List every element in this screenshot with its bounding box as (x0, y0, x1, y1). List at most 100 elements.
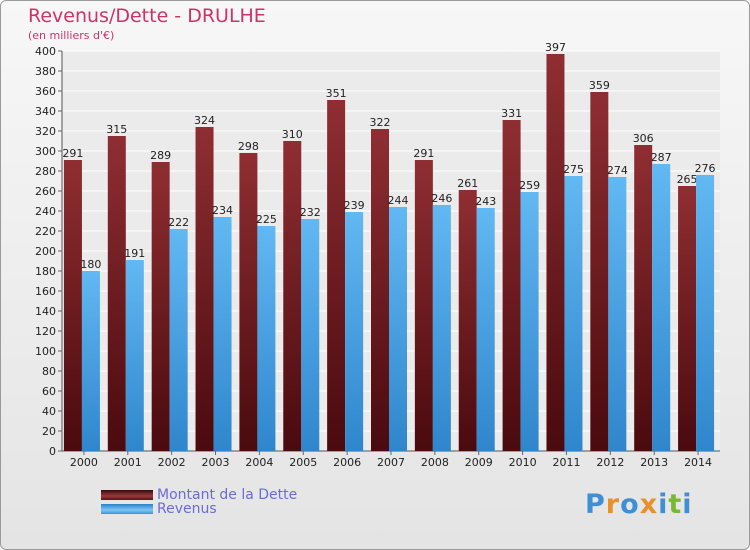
data-label-revenue-2000: 180 (80, 258, 101, 271)
data-label-debt-2011: 397 (545, 41, 566, 54)
data-label-revenue-2013: 287 (651, 151, 672, 164)
y-tick-label: 160 (35, 285, 56, 298)
bar-debt-2006 (327, 100, 346, 451)
y-tick-label: 20 (42, 425, 56, 438)
legend-swatch-revenue (101, 504, 153, 514)
y-tick-label: 40 (42, 405, 56, 418)
logo-letter: r (605, 489, 621, 520)
x-tick-label: 2000 (70, 456, 98, 469)
chart-subtitle: (en milliers d'€) (28, 29, 115, 42)
y-tick-label: 280 (35, 165, 56, 178)
bar-revenue-2012 (608, 177, 627, 451)
logo-letter: t (668, 489, 683, 520)
y-tick-label: 0 (49, 445, 56, 458)
bar-debt-2007 (371, 129, 389, 451)
data-label-revenue-2003: 234 (212, 204, 233, 217)
data-label-revenue-2004: 225 (256, 213, 277, 226)
x-tick-label: 2006 (333, 456, 361, 469)
proxiti-logo[interactable]: Proxiti (585, 489, 693, 520)
data-label-revenue-2009: 243 (475, 195, 496, 208)
data-label-revenue-2012: 274 (607, 164, 628, 177)
bar-revenue-2002 (169, 229, 188, 451)
data-label-debt-2012: 359 (589, 79, 610, 92)
bar-debt-2005 (283, 141, 302, 451)
bar-debt-2014 (678, 186, 697, 451)
y-tick-label: 300 (35, 145, 56, 158)
bar-debt-2001 (107, 136, 126, 451)
data-label-revenue-2005: 232 (300, 206, 321, 219)
x-tick-label: 2002 (158, 456, 186, 469)
bar-debt-2004 (239, 153, 258, 451)
bar-debt-2010 (502, 120, 521, 451)
bar-revenue-2010 (520, 192, 539, 451)
y-tick-label: 180 (35, 265, 56, 278)
y-tick-label: 320 (35, 125, 56, 138)
data-label-revenue-2008: 246 (431, 192, 452, 205)
data-label-revenue-2001: 191 (124, 247, 145, 260)
x-tick-label: 2009 (465, 456, 493, 469)
x-tick-label: 2012 (596, 456, 624, 469)
legend-item-revenue: Revenus (101, 501, 217, 517)
x-tick-label: 2013 (640, 456, 668, 469)
y-tick-label: 200 (35, 245, 56, 258)
x-tick-label: 2004 (245, 456, 273, 469)
data-label-debt-2005: 310 (282, 128, 303, 141)
x-tick-label: 2007 (377, 456, 405, 469)
logo-letter: x (639, 489, 659, 520)
data-label-debt-2008: 291 (413, 147, 434, 160)
data-label-debt-2000: 291 (62, 147, 83, 160)
bar-revenue-2011 (564, 176, 583, 451)
x-tick-label: 2003 (202, 456, 230, 469)
data-label-revenue-2011: 275 (563, 163, 584, 176)
data-label-debt-2004: 298 (238, 140, 259, 153)
bar-debt-2013 (634, 145, 653, 451)
chart-title: Revenus/Dette - DRULHE (28, 5, 266, 27)
bar-debt-2003 (195, 127, 214, 451)
x-tick-label: 2011 (552, 456, 580, 469)
data-label-revenue-2007: 244 (388, 194, 409, 207)
y-tick-label: 360 (35, 85, 56, 98)
bar-revenue-2009 (476, 208, 495, 451)
bar-revenue-2006 (345, 212, 364, 451)
y-tick-label: 400 (35, 45, 56, 58)
x-tick-label: 2008 (421, 456, 449, 469)
bar-revenue-2014 (696, 175, 715, 451)
logo-letter: o (620, 489, 640, 520)
bar-debt-2008 (414, 160, 433, 451)
x-tick-label: 2014 (684, 456, 712, 469)
data-label-debt-2003: 324 (194, 114, 215, 127)
logo-letter: P (585, 489, 606, 520)
legend-swatch-debt (101, 490, 153, 500)
legend-label-revenue: Revenus (157, 501, 217, 517)
bar-revenue-2001 (125, 260, 144, 451)
legend-label-debt: Montant de la Dette (157, 487, 298, 503)
y-tick-label: 380 (35, 65, 56, 78)
data-label-debt-2010: 331 (501, 107, 522, 120)
bar-revenue-2003 (213, 217, 232, 451)
y-tick-label: 240 (35, 205, 56, 218)
bar-revenue-2013 (652, 164, 671, 451)
data-label-debt-2006: 351 (326, 87, 347, 100)
bar-revenue-2007 (389, 207, 407, 451)
bar-revenue-2008 (432, 205, 451, 451)
data-label-debt-2007: 322 (370, 116, 391, 129)
bar-debt-2002 (151, 162, 170, 451)
data-label-revenue-2014: 276 (695, 162, 716, 175)
logo-letter: i (658, 489, 669, 520)
data-label-revenue-2002: 222 (168, 216, 189, 229)
legend-item-debt: Montant de la Dette (101, 487, 298, 503)
y-tick-label: 340 (35, 105, 56, 118)
data-label-debt-2002: 289 (150, 149, 171, 162)
data-label-revenue-2010: 259 (519, 179, 540, 192)
y-tick-label: 220 (35, 225, 56, 238)
data-label-revenue-2006: 239 (344, 199, 365, 212)
bar-revenue-2000 (81, 271, 100, 451)
y-tick-label: 100 (35, 345, 56, 358)
x-tick-label: 2010 (509, 456, 537, 469)
y-tick-label: 60 (42, 385, 56, 398)
x-tick-label: 2001 (114, 456, 142, 469)
bar-revenue-2004 (257, 226, 276, 451)
bar-debt-2011 (546, 54, 565, 451)
